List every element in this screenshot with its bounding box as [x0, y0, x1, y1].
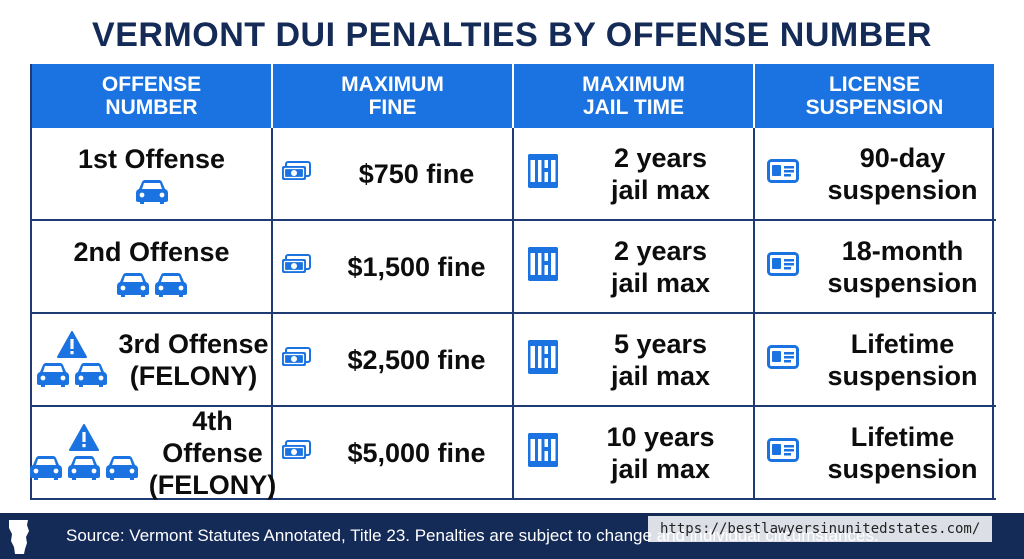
- car-icon: [67, 456, 100, 480]
- license-value: Lifetime suspension: [827, 328, 978, 391]
- jail-bars-icon: [527, 246, 559, 282]
- license-cell: 18-month suspension: [755, 221, 996, 314]
- fine-cell: $1,500 fine: [273, 221, 514, 314]
- car-icon: [75, 363, 108, 387]
- header-maximum-fine: MAXIMUM FINE: [273, 64, 514, 128]
- fine-cell: $5,000 fine: [273, 407, 514, 500]
- car-icons: [34, 362, 110, 388]
- offense-name: 1st Offense: [77, 143, 226, 174]
- offense-group: 1st Offense: [78, 143, 225, 205]
- fine-value: $5,000 fine: [347, 437, 486, 468]
- license-cell: 90-day suspension: [755, 128, 996, 221]
- money-icon-wrap: [281, 440, 311, 465]
- money-icon-wrap: [281, 161, 311, 186]
- vermont-map-icon: [9, 520, 29, 554]
- money-icon-wrap: [281, 347, 311, 372]
- offense-label: 3rd Offense (FELONY): [118, 328, 268, 392]
- offense-group: 2nd Offense: [73, 236, 230, 298]
- license-icon-wrap: [767, 159, 799, 188]
- fine-value: $750 fine: [358, 158, 475, 189]
- offense-icons: [34, 331, 110, 388]
- car-icons: [27, 455, 141, 481]
- offense-cell: 1st Offense: [32, 128, 273, 221]
- car-icon: [154, 272, 187, 297]
- license-value: Lifetime suspension: [827, 421, 978, 484]
- jail-value: 2 years jail max: [610, 142, 711, 205]
- license-icon-wrap: [767, 438, 799, 467]
- car-icon: [135, 179, 168, 204]
- money-icon-wrap: [281, 254, 311, 279]
- jail-icon-wrap: [527, 246, 559, 286]
- money-icon: [282, 254, 311, 273]
- offense-icons: [27, 424, 141, 481]
- felony-label: (FELONY): [129, 360, 258, 391]
- header-label: MAXIMUM FINE: [341, 73, 444, 119]
- license-icon-wrap: [767, 252, 799, 281]
- penalties-table: OFFENSE NUMBER MAXIMUM FINE MAXIMUM JAIL…: [29, 64, 996, 500]
- jail-icon-wrap: [527, 432, 559, 472]
- offense-cell: 2nd Offense: [32, 221, 273, 314]
- warning-icon: [68, 424, 99, 451]
- license-card-icon: [767, 159, 799, 183]
- offense-group: 4th Offense (FELONY): [27, 405, 277, 501]
- offense-name: 3rd Offense: [118, 328, 269, 359]
- jail-bars-icon: [527, 432, 559, 468]
- jail-icon-wrap: [527, 339, 559, 379]
- jail-value: 5 years jail max: [610, 328, 711, 391]
- license-value: 18-month suspension: [827, 235, 978, 298]
- license-card-icon: [767, 252, 799, 276]
- header-offense-number: OFFENSE NUMBER: [32, 64, 273, 128]
- page-title: VERMONT DUI PENALTIES BY OFFENSE NUMBER: [92, 16, 932, 54]
- jail-bars-icon: [527, 339, 559, 375]
- offense-label: 4th Offense (FELONY): [149, 405, 277, 501]
- money-icon: [282, 161, 311, 180]
- fine-cell: $2,500 fine: [273, 314, 514, 407]
- jail-value: 2 years jail max: [610, 235, 711, 298]
- watermark-url: https://bestlawyersinunitedstates.com/: [648, 516, 993, 542]
- jail-cell: 10 years jail max: [514, 407, 755, 500]
- license-cell: Lifetime suspension: [755, 314, 996, 407]
- car-icon: [29, 456, 62, 480]
- license-icon-wrap: [767, 345, 799, 374]
- jail-bars-icon: [527, 153, 559, 189]
- car-icon: [37, 363, 70, 387]
- warning-icon: [57, 331, 88, 358]
- license-value: 90-day suspension: [827, 142, 978, 205]
- jail-cell: 5 years jail max: [514, 314, 755, 407]
- fine-value: $2,500 fine: [347, 344, 486, 375]
- money-icon: [282, 347, 311, 366]
- car-icons: [114, 272, 190, 298]
- car-icons: [133, 179, 171, 205]
- header-label: MAXIMUM JAIL TIME: [582, 73, 685, 119]
- header-license-suspension: LICENSE SUSPENSION: [755, 64, 996, 128]
- felony-label: (FELONY): [148, 469, 277, 500]
- money-icon: [282, 440, 311, 459]
- offense-cell: 4th Offense (FELONY): [29, 406, 276, 500]
- car-icon: [116, 272, 149, 297]
- jail-value: 10 years jail max: [606, 421, 715, 484]
- jail-cell: 2 years jail max: [514, 221, 755, 314]
- fine-cell: $750 fine: [273, 128, 514, 221]
- license-cell: Lifetime suspension: [755, 407, 996, 500]
- offense-name: 2nd Offense: [73, 236, 230, 267]
- license-card-icon: [767, 345, 799, 369]
- jail-icon-wrap: [527, 153, 559, 193]
- header-label: OFFENSE NUMBER: [101, 73, 202, 119]
- fine-value: $1,500 fine: [347, 251, 486, 282]
- offense-cell: 3rd Offense (FELONY): [32, 314, 273, 407]
- jail-cell: 2 years jail max: [514, 128, 755, 221]
- header-label: LICENSE SUSPENSION: [805, 73, 944, 119]
- license-card-icon: [767, 438, 799, 462]
- header-maximum-jail-time: MAXIMUM JAIL TIME: [514, 64, 755, 128]
- car-icon: [105, 456, 138, 480]
- offense-name: 4th Offense: [162, 405, 263, 468]
- offense-group: 3rd Offense (FELONY): [34, 328, 269, 392]
